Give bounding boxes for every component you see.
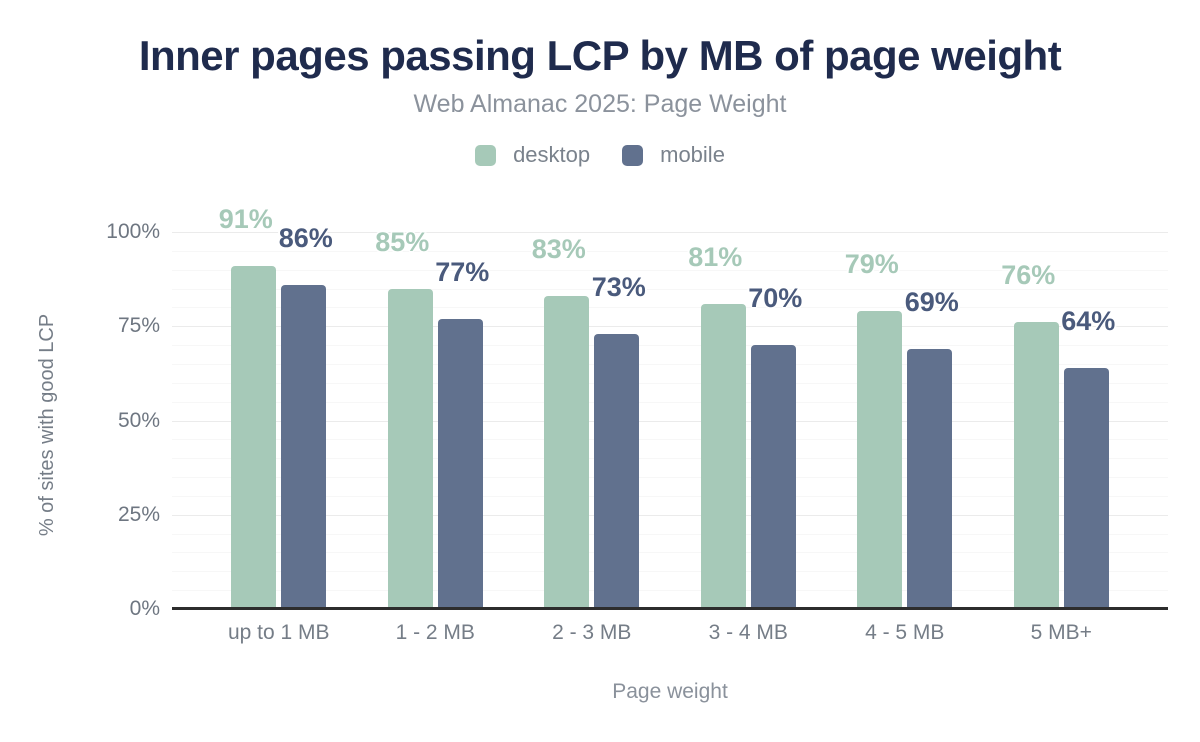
y-tick-label: 50% — [117, 408, 160, 432]
grid-line — [172, 439, 1168, 441]
desktop-swatch-icon — [475, 144, 497, 166]
bar-label-mobile-3: 70% — [748, 283, 803, 314]
bar-desktop-3 — [700, 303, 746, 609]
grid-line — [172, 250, 1168, 252]
bar-label-mobile-2: 73% — [591, 271, 646, 302]
grid-line — [172, 345, 1168, 347]
grid-line — [172, 458, 1168, 460]
legend-item-mobile[interactable]: mobile — [622, 142, 725, 168]
bar-desktop-5 — [1013, 322, 1059, 609]
y-tick-label: 75% — [117, 314, 160, 338]
grid-line — [172, 552, 1168, 554]
grid-line — [172, 382, 1168, 384]
grid-line — [172, 363, 1168, 365]
grid-line — [172, 288, 1168, 290]
x-tick-label: 1 - 2 MB — [395, 621, 475, 644]
bar-label-mobile-4: 69% — [904, 286, 959, 317]
grid-line — [172, 571, 1168, 573]
bar-label-desktop-0: 91% — [218, 203, 273, 234]
bar-mobile-4 — [907, 348, 953, 609]
grid-line — [172, 590, 1168, 592]
y-tick-label: 25% — [117, 502, 160, 526]
grid-line — [172, 533, 1168, 535]
y-tick-label: 0% — [129, 597, 160, 620]
bar-label-mobile-1: 77% — [435, 256, 490, 287]
grid-line — [172, 514, 1168, 516]
bar-desktop-4 — [857, 311, 903, 609]
grid-line — [172, 420, 1168, 422]
bar-label-desktop-4: 79% — [844, 249, 899, 280]
x-tick-label: 5 MB+ — [1030, 621, 1092, 644]
x-tick-label: 4 - 5 MB — [865, 621, 945, 644]
bar-desktop-1 — [387, 288, 433, 609]
grid-line — [172, 401, 1168, 403]
grid-line — [172, 477, 1168, 479]
bar-label-mobile-5: 64% — [1061, 305, 1116, 336]
bar-mobile-2 — [594, 333, 640, 609]
bar-desktop-2 — [544, 296, 590, 609]
bar-label-desktop-2: 83% — [531, 234, 586, 265]
plot-area: 91% 86% 85% 77% 83% 73% 81% 70% 79% 69% 76% 64% — [172, 204, 1168, 609]
grid-line — [172, 269, 1168, 271]
x-axis-title: Page weight — [612, 680, 728, 703]
legend-label-mobile: mobile — [660, 142, 725, 167]
bar-mobile-0 — [281, 284, 327, 609]
bar-mobile-5 — [1063, 367, 1109, 609]
grid-line — [172, 307, 1168, 309]
chart-title: Inner pages passing LCP by MB of page we… — [138, 32, 1062, 79]
x-tick-label: 3 - 4 MB — [708, 621, 788, 644]
mobile-swatch-icon — [622, 144, 644, 166]
grid-line — [172, 495, 1168, 497]
x-axis-line — [172, 607, 1168, 610]
chart-subtitle: Web Almanac 2025: Page Weight — [413, 90, 787, 118]
legend: desktop mobile — [0, 142, 1200, 168]
bar-label-desktop-3: 81% — [688, 241, 743, 272]
y-axis-title: % of sites with good LCP — [36, 313, 58, 537]
bar-desktop-0 — [231, 265, 277, 609]
bar-mobile-1 — [437, 318, 483, 609]
y-tick-label: 100% — [106, 220, 160, 243]
legend-label-desktop: desktop — [513, 142, 591, 167]
bar-label-desktop-5: 76% — [1001, 260, 1056, 291]
grid-line — [172, 326, 1168, 328]
bar-mobile-3 — [750, 345, 796, 609]
bar-label-mobile-0: 86% — [278, 222, 333, 253]
bar-label-desktop-1: 85% — [375, 226, 430, 257]
x-tick-label: up to 1 MB — [227, 621, 330, 644]
x-tick-label: 2 - 3 MB — [552, 621, 632, 644]
legend-item-desktop[interactable]: desktop — [475, 142, 590, 168]
grid-line — [172, 232, 1168, 233]
